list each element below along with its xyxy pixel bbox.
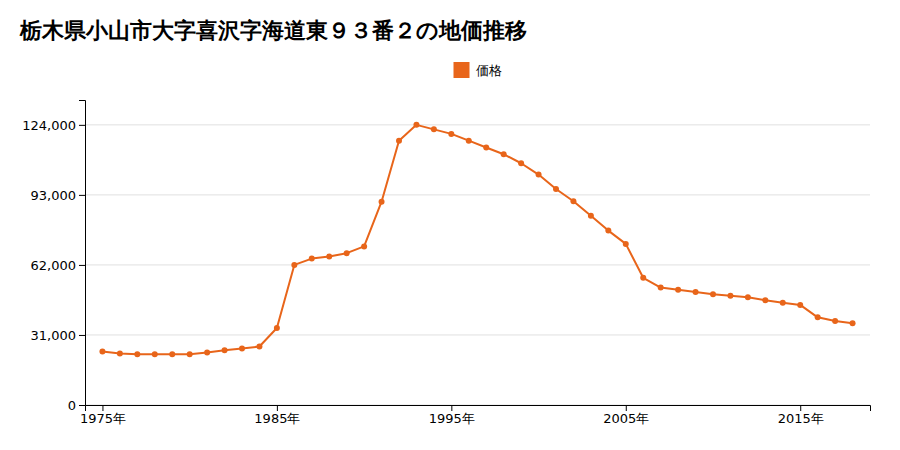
marks: [99, 122, 855, 357]
point: [309, 256, 315, 262]
tick-label: 0: [68, 398, 76, 413]
point: [536, 172, 542, 178]
tick-label: 1985年: [254, 411, 300, 426]
tick: 93,000: [31, 188, 86, 203]
point: [361, 243, 367, 249]
point: [640, 275, 646, 281]
tick-mark: [102, 405, 103, 411]
point: [222, 347, 228, 353]
point: [169, 351, 175, 357]
point: [326, 254, 332, 260]
tick-mark: [277, 405, 278, 411]
point: [448, 131, 454, 137]
point: [727, 293, 733, 299]
tick-label: 31,000: [31, 328, 77, 343]
tick-label: 124,000: [22, 118, 76, 133]
point: [762, 297, 768, 303]
point: [413, 122, 419, 128]
tick-label: 2015年: [778, 411, 824, 426]
axis-line: [79, 101, 86, 406]
tick-mark: [79, 335, 85, 336]
plot: 1975年 1985年 1995年 2005年 2015年 0 31,000 62,000 93…: [22, 101, 870, 427]
grid-line: [85, 264, 870, 265]
legend-item: 価格: [454, 62, 502, 78]
tick: 124,000: [22, 118, 85, 133]
point: [466, 138, 472, 144]
point: [239, 346, 245, 352]
grid-line: [85, 124, 870, 125]
point: [291, 262, 297, 268]
point: [431, 126, 437, 132]
point: [117, 350, 123, 356]
point: [99, 348, 105, 354]
point: [501, 151, 507, 157]
point: [623, 241, 629, 247]
tick-label: 93,000: [31, 188, 77, 203]
point: [797, 302, 803, 308]
tick-label: 2005年: [603, 411, 649, 426]
y-axis: 0 31,000 62,000 93,000 124,000: [22, 101, 85, 413]
tick: 62,000: [31, 258, 86, 273]
point: [710, 291, 716, 297]
axis-line: [86, 406, 871, 412]
legend: 価格: [454, 62, 502, 78]
point: [693, 289, 699, 295]
point: [204, 350, 210, 356]
x-axis: 1975年 1985年 1995年 2005年 2015年: [80, 405, 871, 426]
line: [102, 125, 852, 354]
tick: 2015年: [778, 405, 824, 426]
grid-line: [85, 194, 870, 195]
point: [588, 213, 594, 219]
point: [745, 294, 751, 300]
markers: [99, 122, 855, 357]
point: [274, 325, 280, 331]
tick-mark: [79, 265, 85, 266]
tick: 1975年: [80, 405, 126, 426]
point: [605, 228, 611, 234]
point: [675, 287, 681, 293]
tick-mark: [451, 405, 452, 411]
tick-mark: [800, 405, 801, 411]
legend-label: 価格: [476, 63, 502, 78]
point: [518, 160, 524, 166]
point: [553, 186, 559, 192]
tick-label: 62,000: [31, 258, 77, 273]
grid-y: [85, 125, 870, 405]
point: [152, 351, 158, 357]
tick-label: 1995年: [429, 411, 475, 426]
point: [344, 250, 350, 256]
point: [256, 343, 262, 349]
point: [134, 351, 140, 357]
grid-line: [85, 334, 870, 335]
tick: 1995年: [429, 405, 475, 426]
tick-label: 1975年: [80, 411, 126, 426]
point: [187, 351, 193, 357]
chart: 栃木県小山市大字喜沢字海道東９３番２の地価推移 1975年 1985年 1995年 20…: [0, 0, 900, 450]
point: [570, 198, 576, 204]
point: [850, 320, 856, 326]
tick-mark: [79, 125, 85, 126]
legend-swatch: [454, 62, 470, 78]
point: [483, 144, 489, 150]
tick: 2005年: [603, 405, 649, 426]
point: [780, 300, 786, 306]
tick: 0: [68, 398, 85, 413]
tick-mark: [626, 405, 627, 411]
point: [832, 318, 838, 324]
point: [815, 314, 821, 320]
tick: 31,000: [31, 328, 86, 343]
tick-mark: [79, 195, 85, 196]
point: [396, 138, 402, 144]
tick: 1985年: [254, 405, 300, 426]
point: [379, 199, 385, 205]
tick-mark: [79, 405, 85, 406]
point: [658, 285, 664, 291]
title: 栃木県小山市大字喜沢字海道東９３番２の地価推移: [19, 18, 527, 43]
